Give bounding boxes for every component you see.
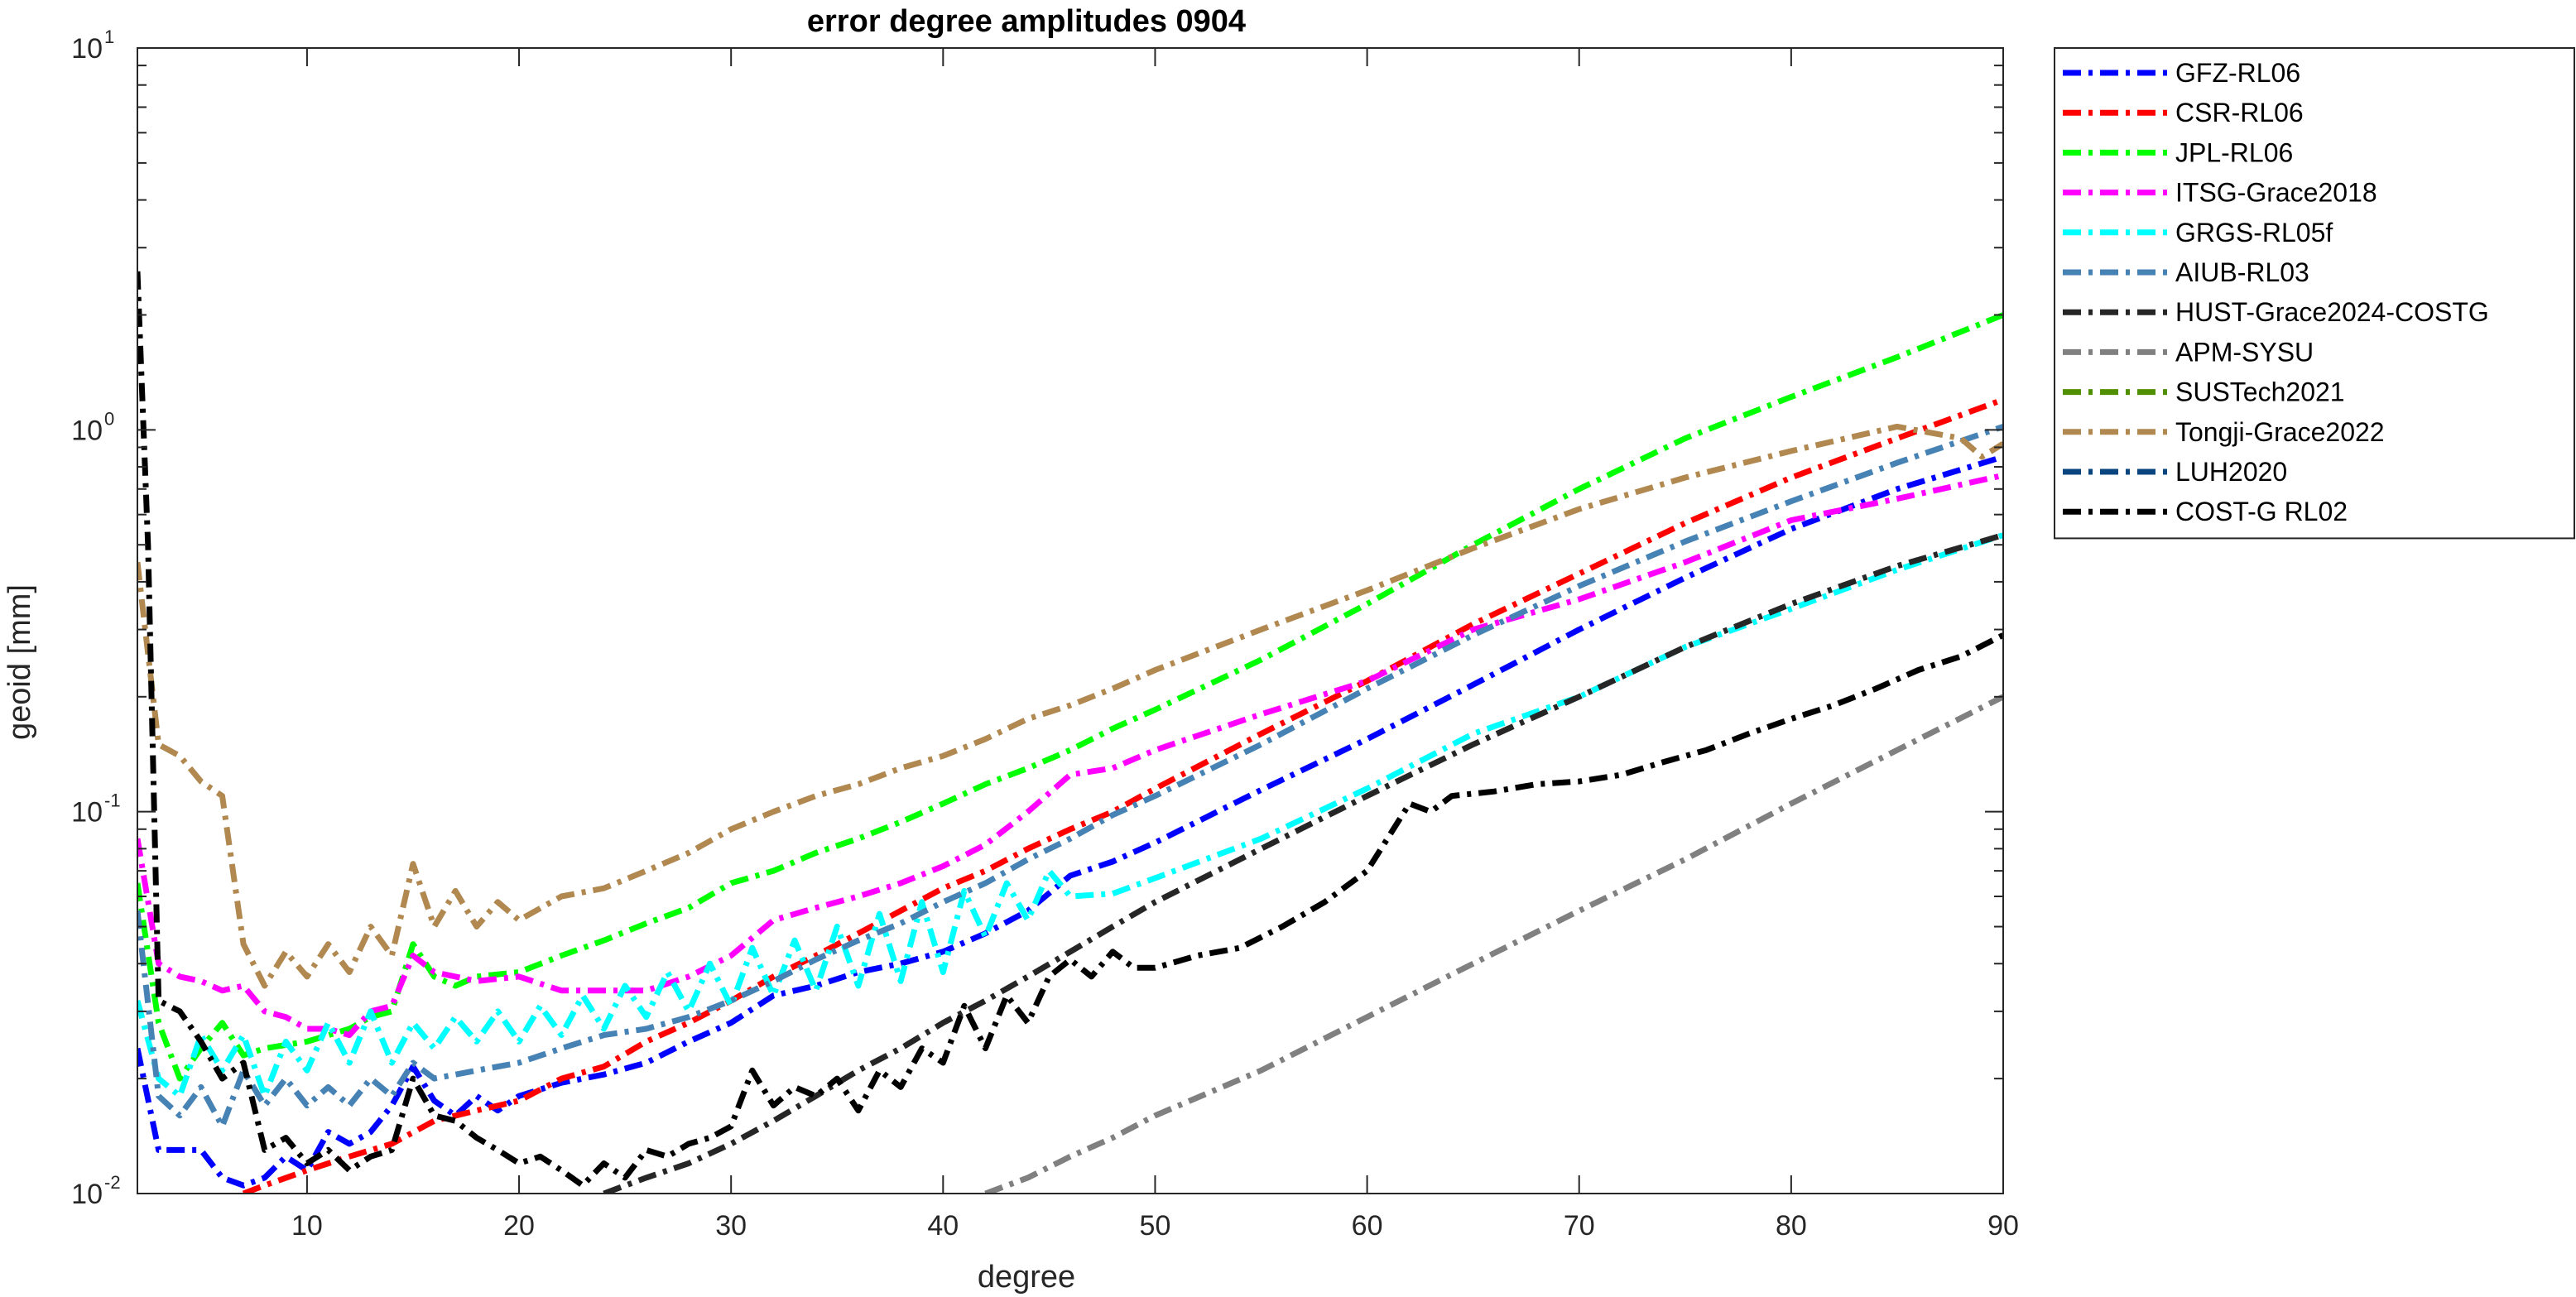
series-line-9: [137, 423, 2003, 989]
x-tick-label: 70: [1564, 1210, 1595, 1242]
y-tick-exponent: 1: [104, 26, 114, 47]
legend-label-10: LUH2020: [2175, 457, 2287, 487]
x-tick-label: 90: [1987, 1210, 2019, 1242]
x-tick-label: 30: [715, 1210, 747, 1242]
axes-box: [137, 47, 2004, 1194]
legend-box: [2054, 47, 2575, 540]
y-tick-label: 10: [71, 33, 103, 65]
legend-label-3: ITSG-Grace2018: [2175, 178, 2377, 208]
legend-label-11: COST-G RL02: [2175, 497, 2348, 526]
legend-label-2: JPL-RL06: [2175, 137, 2293, 167]
series-line-0: [137, 454, 2003, 1189]
series-layer: [137, 271, 2003, 1194]
series-line-2: [137, 312, 2003, 1082]
legend-label-8: SUSTech2021: [2175, 377, 2345, 407]
legend: GFZ-RL06 CSR-RL06 JPL-RL06 ITSG-Grace2018 GR…: [2054, 47, 2575, 540]
x-tick-label: 80: [1776, 1210, 1807, 1242]
legend-label-0: GFZ-RL06: [2175, 58, 2300, 88]
x-tick-label: 50: [1140, 1210, 1171, 1242]
legend-label-1: CSR-RL06: [2175, 98, 2304, 127]
series-line-5: [137, 424, 2003, 1130]
x-tick-label: 60: [1352, 1210, 1383, 1242]
plot-background: [137, 48, 2003, 1194]
x-axis-title: degree: [978, 1260, 1075, 1295]
y-tick-exponent: 0: [104, 408, 114, 429]
legend-label-5: AIUB-RL03: [2175, 257, 2309, 287]
legend-label-6: HUST-Grace2024-COSTG: [2175, 297, 2489, 327]
series-line-11: [137, 271, 2003, 1189]
legend-label-9: Tongji-Grace2022: [2175, 417, 2385, 447]
chart-title: error degree amplitudes 0904: [807, 4, 1246, 39]
x-tick-label: 10: [291, 1210, 323, 1242]
plot-area: [137, 48, 2003, 1194]
y-tick-exponent: -2: [104, 1172, 121, 1193]
x-tick-label: 20: [503, 1210, 535, 1242]
series-line-6: [603, 532, 2003, 1194]
y-tick-label: 10: [71, 415, 103, 446]
y-axis-title: geoid [mm]: [2, 584, 37, 740]
y-tick-label: 10: [71, 1179, 103, 1210]
series-line-4: [137, 532, 2003, 1099]
legend-label-7: APM-SYSU: [2175, 337, 2314, 367]
series-line-3: [137, 472, 2003, 1039]
y-tick-label: 10: [71, 797, 103, 829]
series-line-1: [242, 396, 2003, 1194]
series-line-7: [984, 694, 2003, 1194]
x-tick-label: 40: [927, 1210, 959, 1242]
y-tick-exponent: -1: [104, 790, 121, 811]
legend-label-4: GRGS-RL05f: [2175, 218, 2333, 247]
